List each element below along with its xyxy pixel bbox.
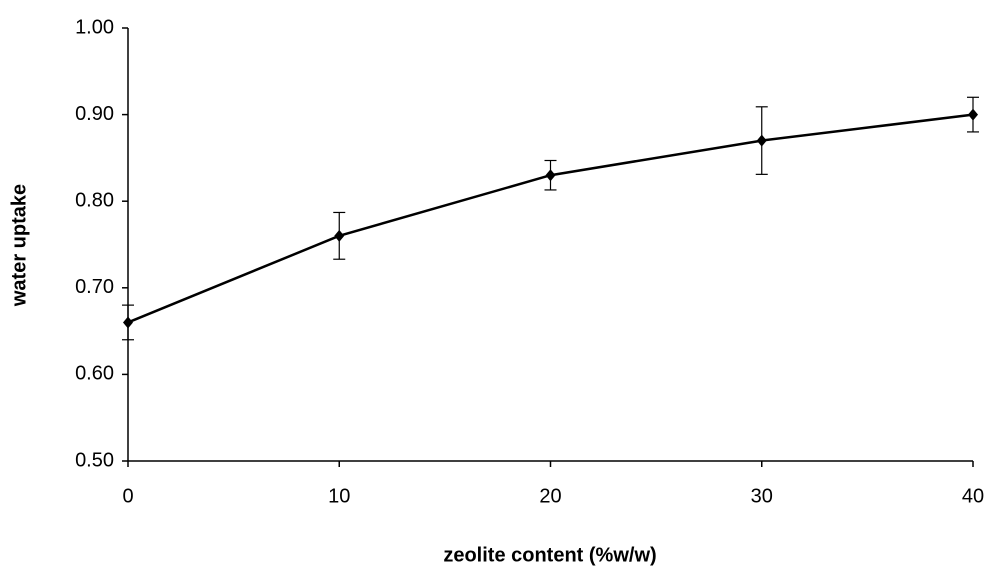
y-tick-label: 0.60 xyxy=(75,363,114,385)
x-tick-label: 30 xyxy=(751,485,773,507)
y-axis-title: water uptake xyxy=(8,184,30,307)
point xyxy=(123,316,133,328)
x-axis-title: zeolite content (%w/w) xyxy=(443,544,656,566)
x-tick-label: 20 xyxy=(539,485,561,507)
y-tick-label: 0.80 xyxy=(75,189,114,211)
point xyxy=(546,169,556,181)
chart: zeolite content (%w/w) water uptake 0.50… xyxy=(0,0,991,574)
y-tick-label: 0.50 xyxy=(75,449,114,471)
series-line xyxy=(128,115,973,323)
point xyxy=(968,109,978,121)
y-tick-label: 1.00 xyxy=(75,16,114,38)
point xyxy=(757,135,767,147)
y-tick-label: 0.70 xyxy=(75,276,114,298)
y-tick-label: 0.90 xyxy=(75,103,114,125)
x-tick-label: 40 xyxy=(962,485,984,507)
point xyxy=(334,230,344,242)
x-tick-label: 0 xyxy=(122,485,133,507)
x-tick-label: 10 xyxy=(328,485,350,507)
